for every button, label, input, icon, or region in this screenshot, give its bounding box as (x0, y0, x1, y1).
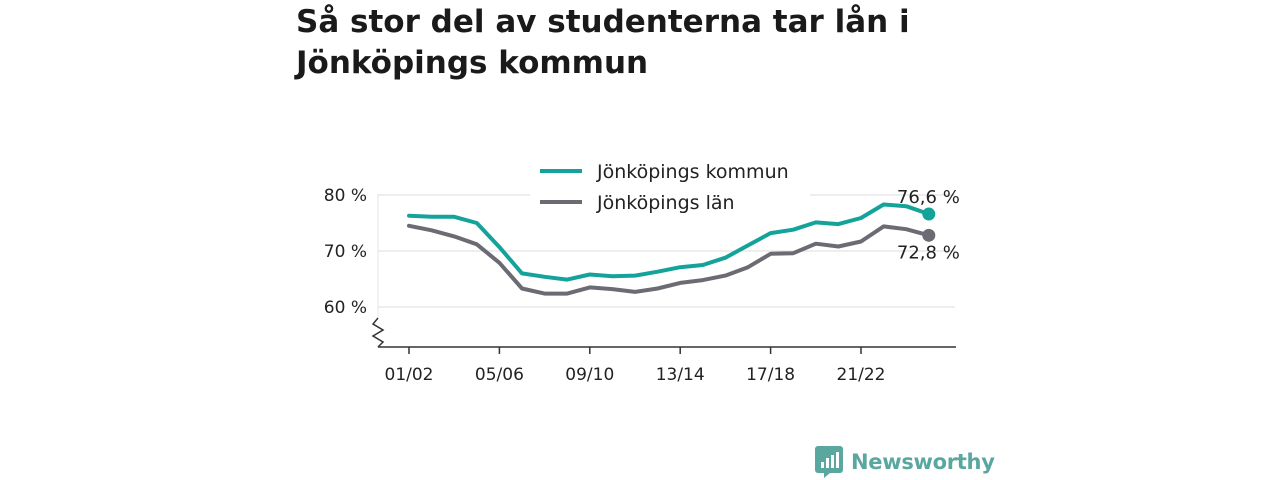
legend-background (530, 156, 810, 218)
x-tick-label: 09/10 (565, 365, 614, 385)
end-value-label: 76,6 % (897, 187, 960, 208)
series-line (407, 202, 931, 282)
chart-title: Så stor del av studenterna tar lån i Jön… (296, 4, 910, 81)
series-line (407, 223, 931, 296)
y-tick-label: 70 % (324, 242, 367, 262)
x-tick-label: 21/22 (837, 365, 886, 385)
end-point-marker (922, 228, 936, 242)
y-tick-label: 60 % (324, 298, 367, 318)
axis-break-symbol (371, 317, 385, 348)
brand-name: Newsworthy (851, 450, 995, 474)
newsworthy-logo: Newsworthy (815, 446, 995, 478)
y-tick-label: 80 % (324, 186, 367, 206)
end-value-label: 72,8 % (897, 242, 960, 263)
end-point-marker (922, 207, 936, 221)
x-tick-label: 01/02 (385, 365, 434, 385)
x-tick-label: 13/14 (656, 365, 705, 385)
legend-label: Jönköpings kommun (596, 161, 789, 183)
newsworthy-icon (815, 446, 843, 478)
x-tick-label: 17/18 (746, 365, 795, 385)
x-tick-label: 05/06 (475, 365, 524, 385)
legend-label: Jönköpings län (596, 192, 735, 214)
